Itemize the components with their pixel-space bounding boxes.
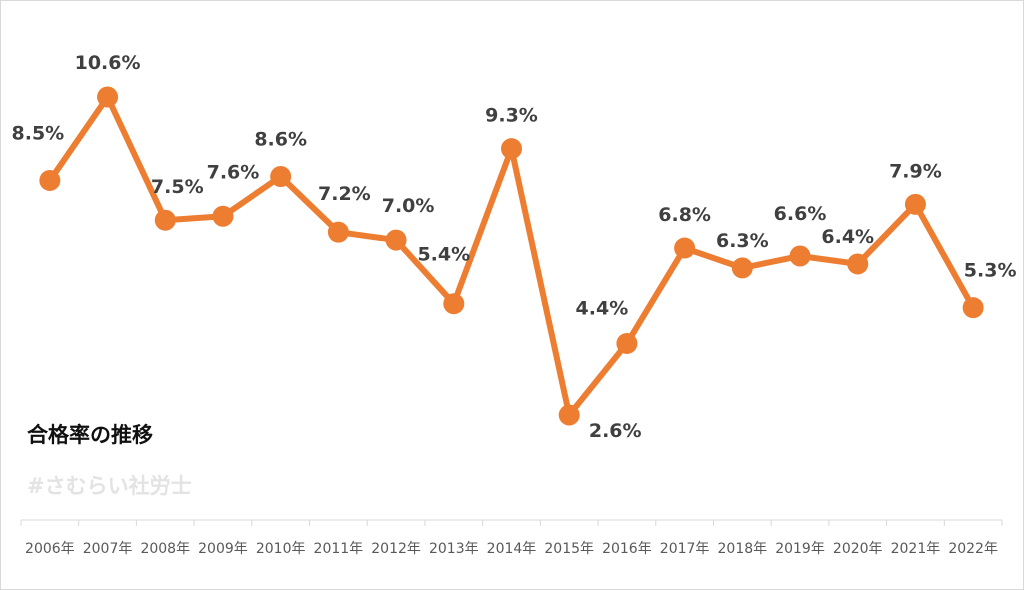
data-point — [327, 221, 349, 243]
data-point — [212, 205, 234, 227]
data-point — [731, 257, 753, 279]
x-tick-label: 2011年 — [314, 541, 364, 557]
x-tick-label: 2021年 — [891, 541, 941, 557]
data-labels: 8.5% 10.6% 7.5%7.6% 8.6% 7.2% 7.0% 5.4% 9.3% 2.6… — [12, 52, 1017, 442]
data-point — [616, 332, 638, 354]
data-point — [501, 138, 522, 160]
data-point — [789, 245, 811, 267]
data-point — [39, 169, 61, 191]
data-label: 5.3% — [964, 260, 1017, 282]
data-label: 7.9% — [889, 160, 942, 182]
data-label: 10.6% — [75, 52, 141, 74]
data-point — [904, 193, 926, 215]
x-tick-label: 2019年 — [775, 541, 825, 557]
watermark-logo: #さむらい社労士 — [27, 474, 192, 498]
x-tick-label: 2010年 — [256, 541, 306, 557]
x-tick-label: 2015年 — [544, 541, 594, 557]
data-label: 7.0% — [382, 195, 435, 217]
data-point — [674, 237, 696, 259]
data-point — [97, 86, 119, 108]
x-tick-label: 2017年 — [660, 541, 710, 557]
data-label: 5.4% — [417, 244, 470, 266]
x-axis: 2006年 2007年 2008年 2009年 2010年 2011年 2012年 2013年… — [20, 519, 1003, 557]
data-points — [39, 86, 984, 426]
x-tick-label: 2008年 — [140, 541, 190, 557]
data-label: 6.4% — [821, 226, 874, 248]
data-label: 7.2% — [318, 183, 371, 205]
data-label: 6.8% — [658, 204, 711, 226]
x-tick-label: 2007年 — [83, 541, 133, 557]
data-label: 7.6% — [207, 161, 260, 183]
data-point — [443, 293, 465, 315]
data-point — [558, 404, 580, 426]
data-label: 2.6% — [589, 420, 642, 442]
x-tick-label: 2020年 — [833, 541, 883, 557]
x-tick-label: 2022年 — [948, 541, 998, 557]
data-label: 8.5% — [12, 122, 65, 144]
x-tick-label: 2012年 — [371, 541, 421, 557]
data-label: 7.5% — [151, 176, 204, 198]
data-point — [847, 253, 869, 275]
data-point — [154, 209, 176, 231]
data-label: 9.3% — [485, 105, 538, 127]
data-label: 8.6% — [254, 129, 307, 151]
data-point — [270, 166, 292, 187]
x-tick-label: 2009年 — [198, 541, 248, 557]
x-tick-label: 2016年 — [602, 541, 652, 557]
data-point — [962, 297, 984, 319]
data-label: 4.4% — [576, 297, 629, 319]
x-tick-label: 2014年 — [487, 541, 537, 557]
chart-title: 合格率の推移 — [27, 423, 153, 447]
x-tick-label: 2006年 — [25, 541, 75, 557]
x-tick-label: 2013年 — [429, 541, 479, 557]
data-label: 6.6% — [774, 203, 827, 225]
x-tick-label: 2018年 — [718, 541, 768, 557]
data-label: 6.3% — [716, 230, 769, 252]
data-point — [385, 229, 407, 251]
